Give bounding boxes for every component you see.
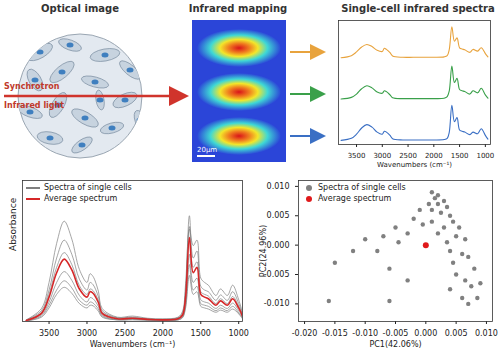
svg-text:-0.010: -0.010 [264, 299, 290, 308]
svg-text:0.010: 0.010 [267, 182, 290, 191]
svg-text:-0.010: -0.010 [352, 329, 378, 338]
svg-text:PC1(42.06%): PC1(42.06%) [369, 340, 421, 349]
html-text:Average spectrum: Average spectrum [318, 194, 392, 203]
svg-text:0.010: 0.010 [475, 329, 498, 338]
svg-text:0.005: 0.005 [445, 329, 468, 338]
svg-text:1000: 1000 [229, 329, 249, 338]
html-text:Average spectrum: Average spectrum [44, 194, 118, 203]
html-text:Spectra of single cells: Spectra of single cells [44, 183, 132, 192]
html-text:Spectra of single cells: Spectra of single cells [318, 183, 406, 192]
svg-text:Synchrotron: Synchrotron [4, 82, 60, 91]
svg-text:Infrared light: Infrared light [4, 101, 64, 110]
svg-text:PC2(24.96%): PC2(24.96%) [259, 225, 268, 277]
svg-text:20μm: 20μm [197, 146, 217, 154]
svg-text:2000: 2000 [425, 152, 443, 160]
svg-text:Single-cell infrared spectra: Single-cell infrared spectra [341, 3, 495, 14]
svg-text:0.005: 0.005 [267, 211, 290, 220]
svg-text:1500: 1500 [191, 329, 211, 338]
svg-text:Optical image: Optical image [41, 3, 119, 14]
svg-text:-0.005: -0.005 [263, 270, 290, 280]
svg-text:1500: 1500 [451, 152, 469, 160]
svg-text:3000: 3000 [373, 152, 391, 160]
svg-text:Wavenumbers (cm⁻¹): Wavenumbers (cm⁻¹) [90, 340, 176, 349]
svg-text:Wavenumbers (cm⁻¹): Wavenumbers (cm⁻¹) [377, 161, 452, 169]
svg-text:3500: 3500 [348, 152, 366, 160]
svg-text:2000: 2000 [153, 329, 173, 338]
svg-text:1000: 1000 [476, 152, 494, 160]
svg-text:Infrared mapping: Infrared mapping [189, 3, 287, 14]
svg-text:0.000: 0.000 [414, 329, 437, 338]
svg-text:Absorbance: Absorbance [8, 197, 18, 251]
svg-text:3500: 3500 [39, 329, 59, 338]
svg-text:-0.005: -0.005 [383, 329, 409, 338]
svg-text:-0.020: -0.020 [292, 329, 318, 338]
svg-text:3000: 3000 [77, 329, 97, 338]
svg-text:2500: 2500 [399, 152, 417, 160]
svg-text:2500: 2500 [115, 329, 135, 338]
svg-text:-0.015: -0.015 [322, 329, 348, 338]
svg-text:0.000: 0.000 [267, 241, 290, 250]
